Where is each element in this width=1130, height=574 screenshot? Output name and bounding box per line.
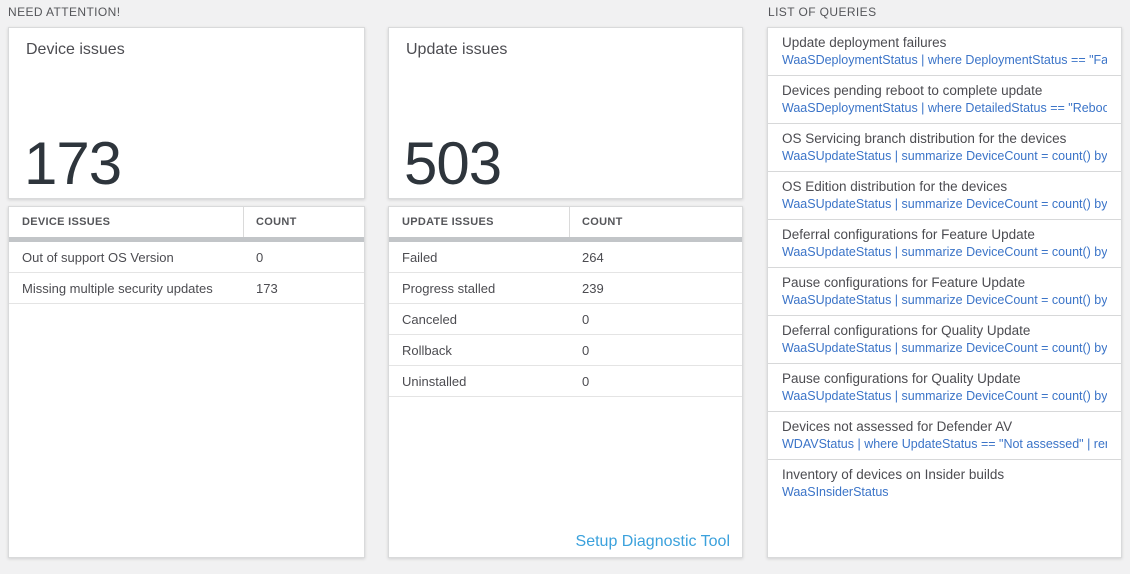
row-label: Out of support OS Version [22, 249, 174, 265]
update-issues-count: 503 [404, 130, 502, 197]
row-label: Rollback [402, 342, 452, 358]
row-label: Canceled [402, 311, 457, 327]
table-row[interactable]: Out of support OS Version 0 [9, 242, 364, 273]
count-column-header: COUNT [256, 216, 297, 228]
table-row[interactable]: Progress stalled 239 [389, 273, 742, 304]
device-issues-tile[interactable]: Device issues 173 [8, 27, 365, 199]
row-label: Uninstalled [402, 373, 467, 389]
update-issues-title: Update issues [406, 41, 508, 58]
query-item[interactable]: OS Servicing branch distribution for the… [768, 124, 1121, 172]
query-title: Update deployment failures [782, 35, 947, 50]
section-header-list-of-queries: LIST OF QUERIES [768, 5, 877, 19]
table-row[interactable]: Failed 264 [389, 242, 742, 273]
query-title: OS Servicing branch distribution for the… [782, 131, 1067, 146]
query-title: OS Edition distribution for the devices [782, 179, 1008, 194]
query-text: WaaSInsiderStatus [782, 485, 889, 499]
update-issues-table-header: UPDATE ISSUES COUNT [389, 207, 742, 237]
table-row[interactable]: Rollback 0 [389, 335, 742, 366]
list-of-queries-panel: Update deployment failures WaaSDeploymen… [767, 27, 1122, 558]
row-count: 0 [256, 249, 264, 265]
query-item[interactable]: Deferral configurations for Quality Upda… [768, 316, 1121, 364]
device-issues-table: DEVICE ISSUES COUNT Out of support OS Ve… [8, 206, 365, 558]
row-label: Failed [402, 249, 438, 265]
query-item[interactable]: Devices pending reboot to complete updat… [768, 76, 1121, 124]
section-header-need-attention: NEED ATTENTION! [8, 5, 121, 19]
row-count: 173 [256, 280, 278, 296]
table-row[interactable]: Canceled 0 [389, 304, 742, 335]
query-title: Inventory of devices on Insider builds [782, 467, 1005, 482]
query-item[interactable]: Pause configurations for Quality Update … [768, 364, 1121, 412]
update-issues-column-header: UPDATE ISSUES [389, 207, 570, 237]
update-issues-tile[interactable]: Update issues 503 [388, 27, 743, 199]
query-item[interactable]: Devices not assessed for Defender AV WDA… [768, 412, 1121, 460]
query-item[interactable]: Pause configurations for Feature Update … [768, 268, 1121, 316]
query-title: Pause configurations for Feature Update [782, 275, 1026, 290]
row-label: Progress stalled [402, 280, 496, 296]
row-count: 264 [582, 249, 604, 265]
device-issues-title: Device issues [26, 41, 125, 58]
query-text: WaaSUpdateStatus | summarize DeviceCount… [782, 197, 1107, 211]
query-title: Deferral configurations for Feature Upda… [782, 227, 1035, 242]
row-count: 0 [582, 373, 590, 389]
query-text: WaaSUpdateStatus | summarize DeviceCount… [782, 149, 1107, 163]
query-item[interactable]: Deferral configurations for Feature Upda… [768, 220, 1121, 268]
table-row[interactable]: Uninstalled 0 [389, 366, 742, 397]
row-count: 0 [582, 311, 590, 327]
query-text: WaaSUpdateStatus | summarize DeviceCount… [782, 389, 1107, 403]
update-issues-table: UPDATE ISSUES COUNT Failed 264 Progress … [388, 206, 743, 558]
count-column-header: COUNT [582, 216, 623, 228]
query-title: Devices pending reboot to complete updat… [782, 83, 1043, 98]
setup-diagnostic-tool-link[interactable]: Setup Diagnostic Tool [575, 533, 730, 550]
query-item[interactable]: Inventory of devices on Insider builds W… [768, 460, 1121, 508]
query-text: WaaSDeploymentStatus | where DeploymentS… [782, 53, 1107, 67]
query-text: WaaSUpdateStatus | summarize DeviceCount… [782, 293, 1107, 307]
device-issues-column-header: DEVICE ISSUES [9, 207, 244, 237]
row-label: Missing multiple security updates [22, 280, 213, 296]
query-text: WaaSUpdateStatus | summarize DeviceCount… [782, 341, 1107, 355]
query-item[interactable]: Update deployment failures WaaSDeploymen… [768, 28, 1121, 76]
query-title: Pause configurations for Quality Update [782, 371, 1021, 386]
query-text: WaaSDeploymentStatus | where DetailedSta… [782, 101, 1107, 115]
query-title: Devices not assessed for Defender AV [782, 419, 1013, 434]
query-title: Deferral configurations for Quality Upda… [782, 323, 1031, 338]
device-issues-table-header: DEVICE ISSUES COUNT [9, 207, 364, 237]
table-header-divider [9, 237, 364, 242]
row-count: 0 [582, 342, 590, 358]
table-header-divider [389, 237, 742, 242]
row-count: 239 [582, 280, 604, 296]
table-row[interactable]: Missing multiple security updates 173 [9, 273, 364, 304]
query-item[interactable]: OS Edition distribution for the devices … [768, 172, 1121, 220]
query-text: WaaSUpdateStatus | summarize DeviceCount… [782, 245, 1107, 259]
device-issues-count: 173 [24, 130, 122, 197]
query-text: WDAVStatus | where UpdateStatus == "Not … [782, 437, 1107, 451]
